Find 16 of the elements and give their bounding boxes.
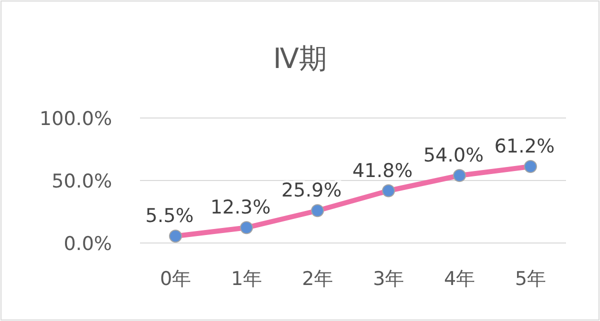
x-tick-label: 3年 [372, 268, 404, 290]
data-label: 12.3% [210, 196, 271, 219]
x-tick-label: 4年 [444, 268, 476, 290]
x-tick-label: 2年 [302, 268, 334, 290]
chart-title: Ⅳ期 [273, 42, 327, 75]
data-label: 54.0% [423, 144, 484, 166]
y-tick-label: 100.0% [40, 108, 112, 130]
data-label: 41.8% [352, 160, 413, 182]
data-label: 61.2% [494, 136, 555, 158]
y-tick-label: 50.0% [52, 170, 112, 192]
data-label: 5.5% [145, 205, 194, 228]
x-tick-label: 0年 [160, 268, 192, 290]
x-tick-label: 5年 [514, 268, 546, 290]
data-label: 25.9% [281, 180, 342, 202]
x-tick-label: 1年 [230, 268, 262, 290]
y-tick-label: 0.0% [64, 233, 112, 255]
